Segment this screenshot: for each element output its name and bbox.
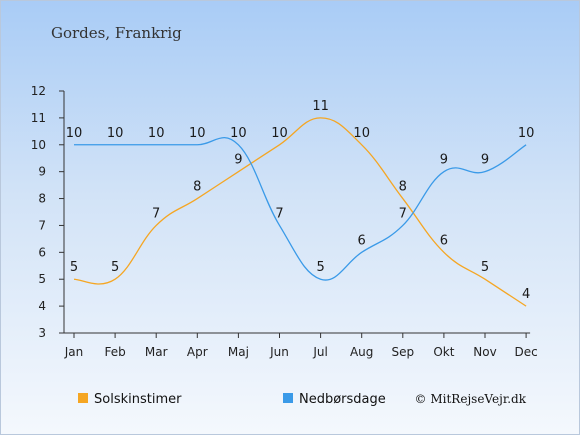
x-tick-label: Mar xyxy=(145,345,168,359)
x-tick-label: Okt xyxy=(433,345,454,359)
data-label: 7 xyxy=(399,206,407,221)
data-labels: 5 5 7 8 9 10 11 10 8 6 5 4 10 10 10 10 10 7 5 6 7 9 9 10 xyxy=(66,99,535,302)
data-label: 10 xyxy=(148,126,165,141)
data-label: 10 xyxy=(189,126,206,141)
y-tick-label: 12 xyxy=(31,84,46,98)
data-label: 4 xyxy=(522,287,530,302)
legend-swatch xyxy=(283,393,293,403)
data-label: 8 xyxy=(399,180,407,195)
x-tick-label: Nov xyxy=(473,345,496,359)
data-label: 5 xyxy=(316,260,324,275)
data-label: 11 xyxy=(312,99,329,114)
data-label: 6 xyxy=(358,233,366,248)
legend: Solskinstimer Nedbørsdage xyxy=(78,392,386,407)
y-tick-label: 8 xyxy=(38,192,46,206)
data-label: 6 xyxy=(440,233,448,248)
x-tick-label: Jul xyxy=(312,345,327,359)
data-label: 10 xyxy=(66,126,83,141)
x-tick-label: Sep xyxy=(391,345,414,359)
chart-title: Gordes, Frankrig xyxy=(51,24,182,42)
x-tick-label: Dec xyxy=(514,345,537,359)
x-tick-label: Aug xyxy=(350,345,373,359)
y-tick-label: 7 xyxy=(38,218,46,232)
x-tick-label: Apr xyxy=(187,345,208,359)
data-label: 10 xyxy=(518,126,535,141)
y-tick-label: 9 xyxy=(38,165,46,179)
legend-label: Nedbørsdage xyxy=(299,392,386,407)
data-label: 10 xyxy=(271,126,288,141)
data-label: 7 xyxy=(275,206,283,221)
credit: © MitRejseVejr.dk xyxy=(415,392,527,406)
data-label: 10 xyxy=(353,126,370,141)
legend-swatch xyxy=(78,393,88,403)
x-tick-label: Feb xyxy=(104,345,125,359)
legend-label: Solskinstimer xyxy=(94,392,182,407)
x-tick-label: Jun xyxy=(269,345,289,359)
y-tick-label: 3 xyxy=(38,326,46,340)
data-label: 5 xyxy=(111,260,119,275)
data-label: 5 xyxy=(70,260,78,275)
data-label: 7 xyxy=(152,206,160,221)
series-line-0 xyxy=(73,117,527,307)
data-label: 10 xyxy=(230,126,247,141)
data-label: 9 xyxy=(234,153,242,168)
y-tick-label: 10 xyxy=(31,138,46,152)
y-tick-label: 6 xyxy=(38,245,46,259)
data-label: 5 xyxy=(481,260,489,275)
x-tick-label: Maj xyxy=(228,345,249,359)
data-label: 8 xyxy=(193,180,201,195)
y-tick-label: 4 xyxy=(38,299,46,313)
y-tick-label: 11 xyxy=(31,111,46,125)
data-label: 9 xyxy=(440,153,448,168)
x-tick-label: Jan xyxy=(64,345,84,359)
series-line-1 xyxy=(73,137,527,281)
series-lines xyxy=(73,117,527,307)
y-tick-label: 5 xyxy=(38,272,46,286)
axes: 3 4 5 6 7 8 9 10 11 12 Jan Feb Mar Apr Maj Jun Jul Aug Sep… xyxy=(31,84,538,359)
data-label: 10 xyxy=(107,126,124,141)
data-label: 9 xyxy=(481,153,489,168)
